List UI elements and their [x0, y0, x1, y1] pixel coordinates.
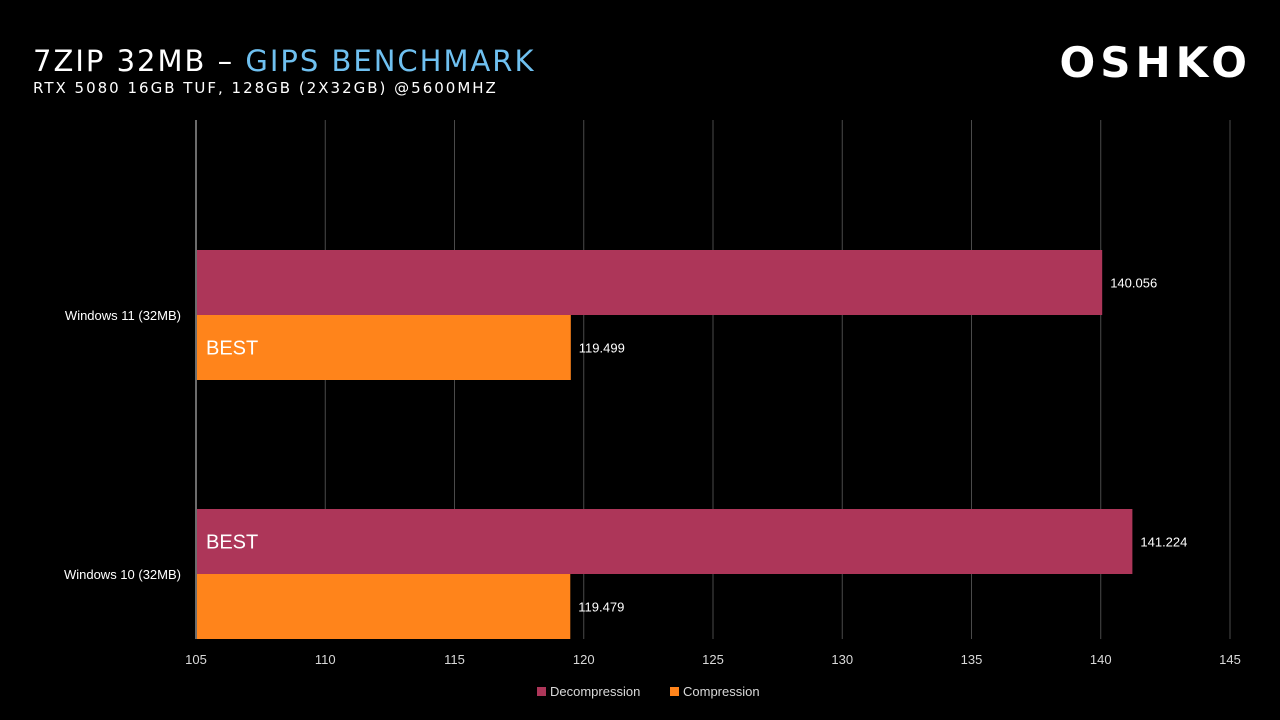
bar-decompression	[197, 509, 1133, 574]
bar-decompression	[197, 250, 1103, 315]
bar-compression	[197, 574, 571, 639]
brand-logo: OSHKO	[1059, 38, 1252, 87]
chart-subtitle: RTX 5080 16GB TUF, 128GB (2X32GB) @5600M…	[33, 79, 498, 97]
x-tick-label: 140	[1090, 652, 1112, 667]
legend-swatch-decompression	[537, 687, 546, 696]
chart-title: 7ZIP 32MB – GIPS BENCHMARK	[33, 44, 535, 78]
title-accent: GIPS BENCHMARK	[245, 44, 536, 78]
x-tick-label: 115	[444, 652, 465, 667]
x-tick-label: 110	[315, 652, 336, 667]
category-label: Windows 11 (32MB)	[65, 308, 181, 323]
x-tick-label: 120	[573, 652, 595, 667]
data-label: 119.499	[579, 341, 625, 356]
legend-label: Decompression	[550, 684, 640, 699]
x-tick-label: 135	[961, 652, 983, 667]
title-main: 7ZIP 32MB –	[33, 44, 246, 78]
x-tick-label: 105	[185, 652, 207, 667]
x-tick-label: 130	[831, 652, 853, 667]
category-label: Windows 10 (32MB)	[64, 567, 181, 582]
legend-label: Compression	[683, 684, 760, 699]
bar-compression	[197, 315, 571, 380]
best-annotation: BEST	[206, 338, 258, 360]
data-label: 140.056	[1110, 276, 1157, 291]
legend-swatch-compression	[670, 687, 679, 696]
data-label: 119.479	[578, 600, 624, 615]
best-annotation: BEST	[206, 532, 258, 554]
x-tick-label: 125	[702, 652, 724, 667]
x-tick-label: 145	[1219, 652, 1241, 667]
data-label: 141.224	[1140, 535, 1187, 550]
